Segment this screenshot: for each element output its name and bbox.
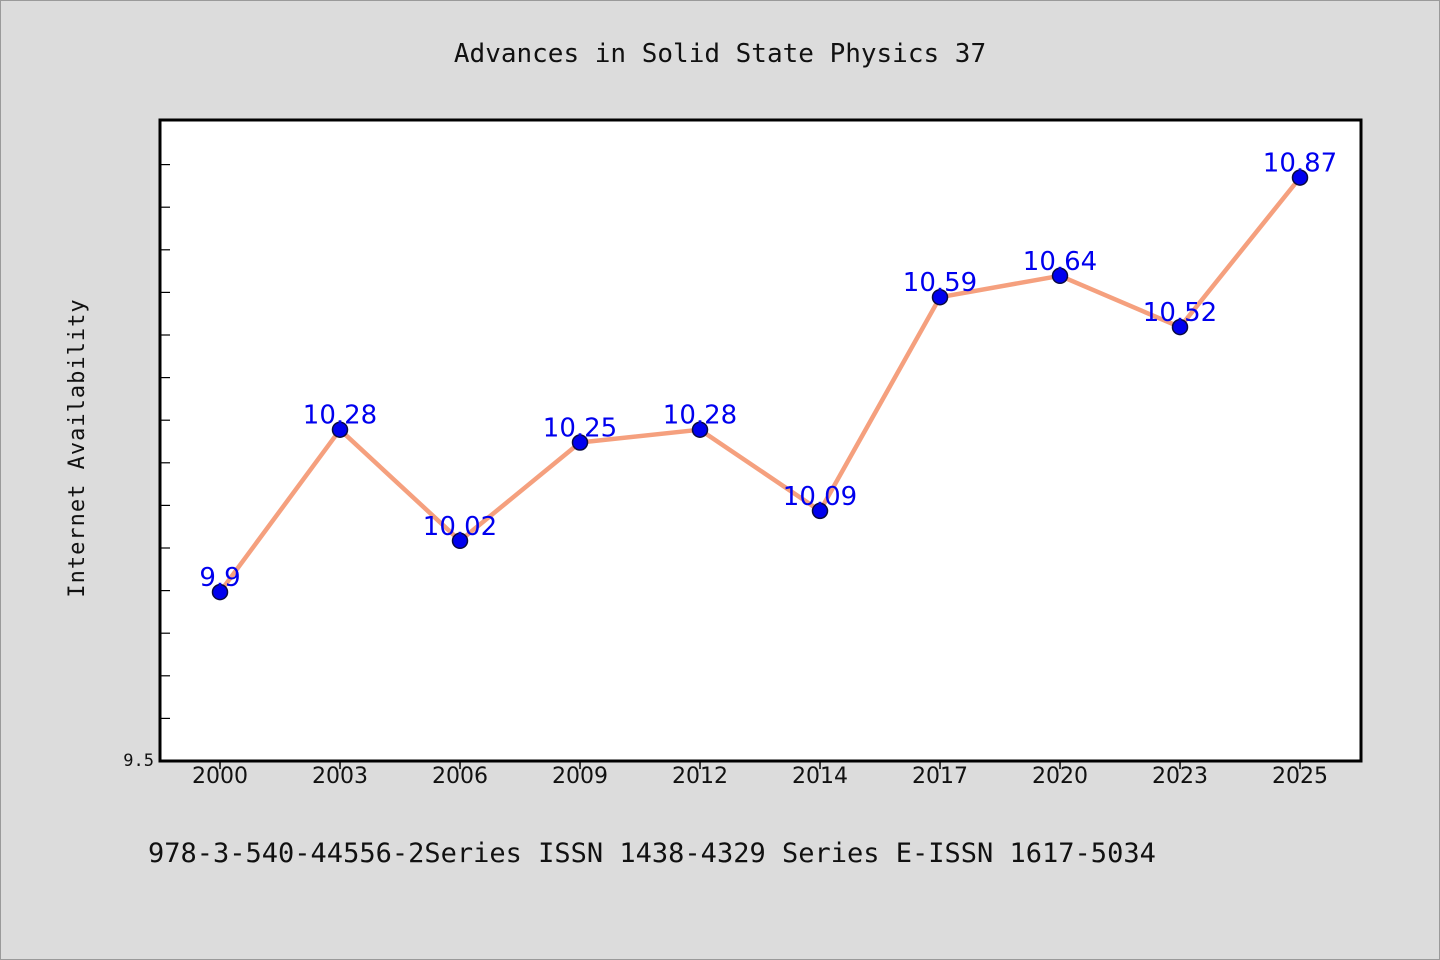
- data-label: 10.28: [663, 401, 737, 431]
- data-label: 10.52: [1143, 298, 1217, 328]
- y-tick-label: 9.5: [123, 751, 154, 771]
- data-point: [1291, 169, 1309, 186]
- series-line-group: [217, 175, 1303, 595]
- data-point: [1051, 267, 1069, 285]
- data-label: 10.09: [783, 482, 857, 512]
- data-label: 10.64: [1023, 247, 1097, 277]
- x-tick-label: 2012: [672, 764, 728, 789]
- data-label: 10.59: [903, 268, 977, 298]
- x-tick-label: 2020: [1032, 764, 1088, 789]
- x-axis-ticks: 2000 2003 2006 2009 2012 2014 2017 2020 2023 2025: [192, 761, 1328, 789]
- plot-area: [158, 118, 1363, 763]
- data-point: [451, 532, 469, 550]
- data-point: [931, 288, 949, 306]
- y-axis-label: Internet Availability: [65, 298, 90, 597]
- series-line: [217, 175, 1303, 595]
- data-point: [571, 434, 589, 451]
- data-point: [691, 421, 709, 438]
- x-tick-label: 2003: [312, 764, 368, 789]
- data-label: 10.02: [423, 512, 497, 542]
- x-tick-label: 2017: [912, 764, 968, 789]
- chart-title: Advances in Solid State Physics 37: [454, 39, 986, 69]
- y-axis-ticks: 9.5: [123, 164, 170, 771]
- x-tick-label: 2014: [792, 764, 848, 789]
- data-markers: [211, 169, 1309, 601]
- footer-isbn-issn: 978-3-540-44556-2Series ISSN 1438-4329 S…: [148, 838, 1156, 869]
- data-labels: 9.9 10.28 10.02 10.25 10.28 10.09 10.59 10.64 10…: [199, 149, 1337, 593]
- data-point: [331, 421, 349, 438]
- data-label: 10.28: [303, 401, 377, 431]
- data-label: 10.25: [543, 414, 617, 444]
- x-tick-label: 2009: [552, 764, 608, 789]
- data-point: [811, 502, 829, 520]
- data-point: [1171, 318, 1189, 336]
- data-label: 9.9: [199, 563, 240, 593]
- data-point: [211, 583, 229, 601]
- x-tick-label: 2023: [1152, 764, 1208, 789]
- data-label: 10.87: [1263, 149, 1337, 179]
- x-tick-label: 2000: [192, 764, 248, 789]
- x-tick-label: 2006: [432, 764, 488, 789]
- x-tick-label: 2025: [1272, 764, 1328, 789]
